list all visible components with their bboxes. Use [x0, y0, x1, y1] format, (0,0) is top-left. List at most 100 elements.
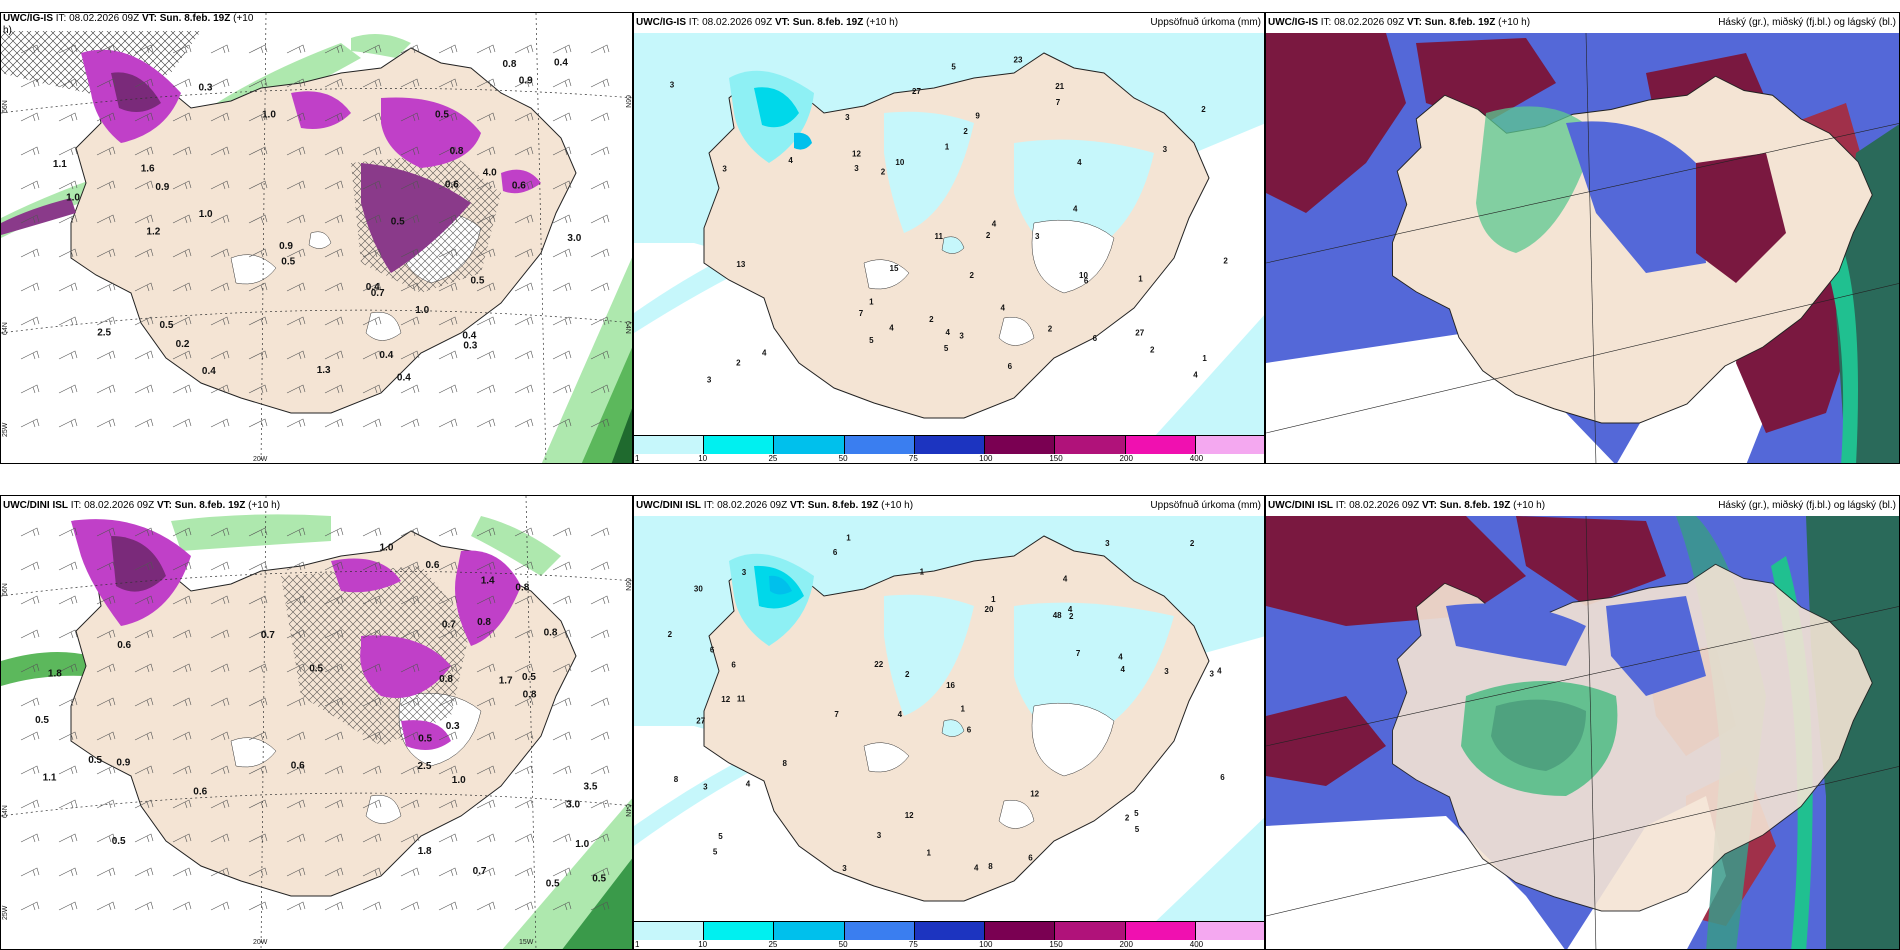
wind-barb — [134, 765, 154, 775]
value-label: 1 — [869, 297, 874, 306]
value-label: 6 — [967, 725, 972, 734]
wind-barb — [514, 663, 534, 673]
wind-barb — [362, 901, 382, 911]
wind-barb — [552, 78, 572, 88]
legend-tick-label: 25 — [768, 454, 778, 463]
wind-barb — [248, 112, 268, 122]
wind-barb — [324, 44, 344, 54]
wind-barb — [134, 663, 154, 673]
value-label: 12 — [852, 149, 861, 158]
wind-barb — [58, 418, 78, 428]
wind-barb — [514, 799, 534, 809]
wind-barb — [96, 901, 116, 911]
legend-tick-label: 150 — [1049, 940, 1063, 949]
wind-barb — [210, 350, 230, 360]
wind-barb — [58, 901, 78, 911]
graticule — [1266, 283, 1899, 434]
wind-barb — [438, 527, 458, 537]
wind-barb — [20, 663, 40, 673]
wind-barb — [172, 731, 192, 741]
value-label: 1.6 — [141, 164, 155, 175]
legend-swatch — [985, 922, 1056, 940]
wind-barb — [590, 44, 610, 54]
wind-barb — [438, 867, 458, 877]
value-label: 1.3 — [317, 365, 331, 376]
value-label: 1 — [945, 143, 950, 152]
wind-barb — [172, 44, 192, 54]
wind-barb — [552, 214, 572, 224]
wind-barb — [362, 248, 382, 258]
wind-barb — [248, 901, 268, 911]
wind-barb — [134, 146, 154, 156]
wind-barb — [58, 248, 78, 258]
cloud-area — [1566, 121, 1706, 273]
value-label: 0.6 — [426, 560, 440, 571]
value-label: 0.2 — [176, 339, 190, 350]
legend-tick-label: 200 — [1119, 454, 1133, 463]
wind-barb — [20, 78, 40, 88]
legend-tick-label: 75 — [908, 454, 918, 463]
graticule — [1266, 606, 1899, 747]
wind-barb — [134, 214, 154, 224]
value-label: 0.6 — [445, 179, 459, 190]
value-label: 3 — [1163, 145, 1168, 154]
wind-barb — [210, 214, 230, 224]
wind-barb — [96, 78, 116, 88]
value-label: 0.8 — [544, 628, 558, 639]
value-label: 1.2 — [146, 227, 160, 238]
wind-barb — [286, 384, 306, 394]
wind-barb — [476, 561, 496, 571]
value-label: 3 — [722, 164, 727, 173]
wind-barb — [476, 663, 496, 673]
value-label: 2 — [929, 315, 934, 324]
wind-barb — [362, 214, 382, 224]
wind-barb — [324, 112, 344, 122]
lat-label: 66N — [2, 100, 9, 113]
wind-barb — [20, 765, 40, 775]
cloud-area — [1516, 516, 1666, 606]
wind-barb — [590, 901, 610, 911]
wind-barb — [514, 418, 534, 428]
wind-barb — [210, 248, 230, 258]
legend-swatch — [914, 436, 986, 454]
wind-barb — [58, 78, 78, 88]
wind-barb — [20, 282, 40, 292]
value-label: 1.0 — [262, 109, 276, 120]
value-label: 0.5 — [160, 320, 174, 331]
wind-barb — [210, 901, 230, 911]
value-label: 3.5 — [584, 782, 598, 793]
value-label: 2 — [736, 358, 741, 367]
wind-barb — [286, 180, 306, 190]
wind-barb — [362, 799, 382, 809]
value-label: 2 — [905, 670, 910, 679]
wind-barb — [590, 595, 610, 605]
wind-barb — [96, 629, 116, 639]
wind-barb — [210, 561, 230, 571]
panel-title: UWC/IG-IS IT: 08.02.2026 09Z VT: Sun. 8.… — [636, 17, 899, 28]
lon-label: 20W — [253, 939, 268, 946]
value-label: 15 — [890, 264, 899, 273]
wind-barb — [514, 248, 534, 258]
value-label: 3 — [1164, 667, 1169, 676]
precip-area — [1154, 315, 1264, 437]
wind-barb — [324, 316, 344, 326]
value-label: 0.5 — [391, 217, 405, 228]
wind-barb — [590, 799, 610, 809]
wind-barb — [210, 629, 230, 639]
graticule — [260, 496, 267, 949]
precip-area — [1154, 817, 1264, 923]
value-label: 3.0 — [567, 233, 581, 244]
wind-barb — [400, 180, 420, 190]
value-label: 3 — [703, 782, 708, 791]
wind-barb — [172, 901, 192, 911]
value-label: 7 — [1056, 98, 1061, 107]
wind-barb — [400, 663, 420, 673]
wind-barb — [438, 629, 458, 639]
value-label: 0.7 — [261, 630, 275, 641]
wind-barb — [134, 561, 154, 571]
value-label: 3.0 — [566, 799, 580, 810]
value-label: 4 — [898, 710, 903, 719]
wind-barb — [400, 418, 420, 428]
wind-barb — [514, 146, 534, 156]
legend-tick-label: 50 — [838, 940, 848, 949]
